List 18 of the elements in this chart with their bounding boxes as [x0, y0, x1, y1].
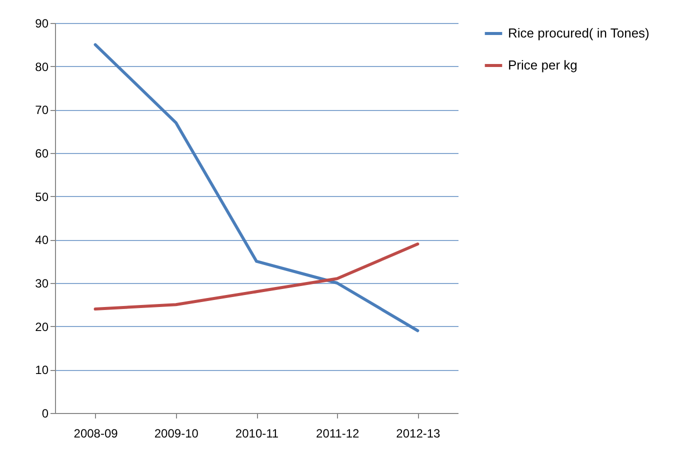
- x-tick-label: 2009-10: [154, 426, 199, 440]
- y-tick-label: 50: [35, 190, 49, 204]
- line-series: [94, 242, 420, 310]
- x-tick-label: 2008-09: [74, 426, 118, 440]
- y-tick-label: 40: [35, 233, 49, 248]
- x-tick-label: 2011-12: [316, 426, 360, 440]
- x-tick-label: 2012-13: [396, 426, 441, 440]
- x-tick-label: 2010-11: [235, 426, 279, 440]
- legend-label: Rice procured( in Tones): [508, 26, 650, 40]
- legend-label: Price per kg: [508, 58, 578, 72]
- y-tick-label: 60: [35, 146, 49, 160]
- y-tick-label: 70: [35, 103, 49, 118]
- y-tick-label: 90: [35, 16, 49, 30]
- y-tick-label: 0: [42, 406, 49, 420]
- y-tick-label: 10: [35, 363, 49, 378]
- y-tick-label: 20: [35, 320, 49, 334]
- y-tick-label: 80: [35, 60, 49, 74]
- y-tick-label: 30: [35, 276, 49, 290]
